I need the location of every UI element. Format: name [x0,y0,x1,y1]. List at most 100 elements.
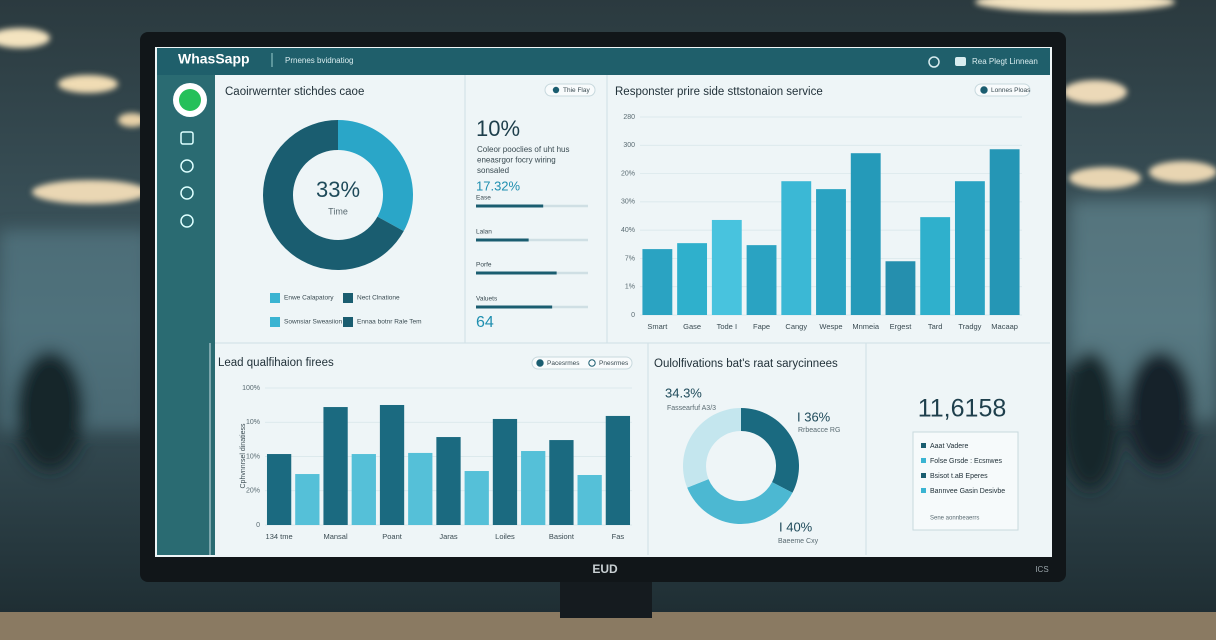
legend-swatch [343,317,353,327]
nav-icon[interactable] [180,186,194,200]
monitor-badge: ICS [1035,565,1048,574]
bar [266,454,292,525]
nav-icon[interactable] [180,214,194,228]
y-tick-label: 300 [623,142,635,149]
chart-title: Oulolfivations bat's raat sarycinnees [654,358,838,370]
x-tick-label: Macaap [991,322,1018,331]
legend-swatch [270,293,280,303]
bar [642,249,673,315]
y-tick-label: 20% [246,488,260,495]
value-label: I 36% [797,409,831,424]
progress-label: Valuets [476,296,498,303]
toggle-label[interactable]: Lonnes Ploas [991,87,1031,94]
y-tick-label: 40% [621,227,635,234]
headline: 10% [476,116,520,141]
y-tick-label: 10% [246,453,260,460]
y-tick-label: 10% [246,419,260,426]
value-label: 34.3% [665,385,702,400]
x-tick-label: Fas [612,532,625,541]
bar [323,407,348,525]
description: Coleor pooclies of uht hus [477,145,570,154]
toggle-label[interactable]: Pacesrmes [547,360,580,367]
y-tick-label: 20% [621,170,635,177]
ceiling-lights [0,0,1216,204]
legend-label: Sownsiar Sweasiion [284,319,343,326]
x-tick-label: Tradgy [958,322,981,331]
footer-value: 64 [476,314,494,331]
app-logo-mark [179,89,201,111]
bar [920,217,951,315]
kpi-legend-swatch [921,443,926,448]
header-bar [157,48,1050,75]
bar [492,418,518,525]
legend-label: Ennaa botnr Rale Tem [357,319,422,326]
chart-title: Lead qualfihaion firees [218,357,334,369]
x-tick-label: Jaras [439,532,458,541]
progress-label: Lalan [476,229,492,236]
kpi-legend-label: Bannvee Gasin Desivbe [930,488,1005,495]
x-tick-label: Mnmeia [852,322,880,331]
kpi-box [912,431,1019,531]
kpi-value: 11,6158 [918,395,1007,423]
toggle-dot [552,86,560,94]
bar [816,189,846,315]
header-subtitle: Prnenes bvidnatiog [285,56,354,65]
nav-icon[interactable] [180,131,194,145]
kpi-note: Sene aonnbeaerrs [930,516,979,522]
segment-label: Fassearfuf A3/3 [667,405,716,412]
x-tick-label: Ergest [890,322,913,331]
y-tick-label: 0 [256,522,260,529]
monitor-brand: EUD [592,562,618,576]
x-tick-label: Cangy [785,322,807,331]
account-name[interactable]: Rea Plegt Linnean [972,57,1038,66]
x-tick-label: Tard [928,322,943,331]
toggle-label[interactable]: Thie Flay [563,87,590,94]
bar [521,451,546,525]
bar [549,440,574,525]
pie-segment [687,479,793,525]
x-tick-label: Tode I [717,322,737,331]
app-name: WhasSapp [178,51,250,67]
segment-label: Rrbeacce RG [798,427,840,434]
x-tick-label: Gase [683,322,701,331]
pie-segment [741,407,800,493]
bar [295,474,320,525]
legend-label: Enwe Calapatory [284,295,334,302]
kpi-legend-label: Bsisot t.aB Eperes [930,473,988,480]
nav-icon[interactable] [180,159,194,173]
bar [677,243,708,315]
kpi-legend-swatch [921,488,926,493]
toggle-pill [974,83,1031,97]
pie-segment [338,120,413,232]
toggle-pill [531,356,633,370]
y-tick-label: 100% [242,385,260,392]
sidebar [157,75,215,555]
toggle-dot [980,86,988,94]
highlight: 17.32% [476,178,521,193]
bar [746,245,777,315]
legend-label: Nect Clnatione [357,295,400,302]
x-tick-label: 134 tme [266,532,293,541]
bar [379,404,405,525]
bar [577,474,602,525]
kpi-legend-label: Aaat Vadere [930,443,969,450]
bar [781,181,812,315]
x-tick-label: Mansal [323,532,348,541]
toggle-label[interactable]: Pnesrmes [599,360,629,367]
chart-title: Caoirwernter stichdes caoe [225,86,364,98]
profile-icon[interactable] [955,57,966,66]
x-tick-label: Wespe [819,322,842,331]
x-tick-label: Fape [753,322,770,331]
bar [989,149,1020,315]
description: eneasrgor focry wiring [477,156,556,165]
bar [711,219,742,315]
bar [351,454,376,525]
notification-icon[interactable] [928,56,940,68]
bar [885,261,916,315]
legend-swatch [270,317,280,327]
toggle-dot [536,359,544,367]
bar [464,471,489,525]
y-tick-label: 280 [623,114,635,121]
